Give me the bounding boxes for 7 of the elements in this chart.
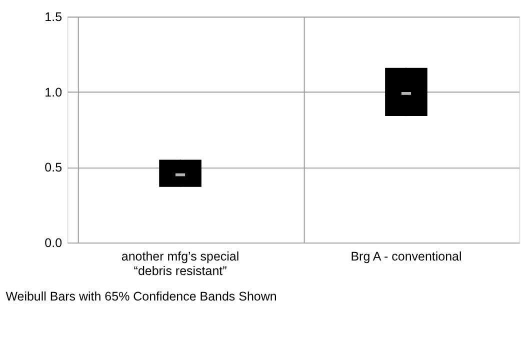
y-tick-label: 1.0 xyxy=(44,85,62,100)
text: Weibull Bars with 65% Confidence Bands Shown xyxy=(6,289,277,304)
y-tick-label: 0.5 xyxy=(44,160,62,175)
x-tick-label: Brg A - conventional xyxy=(350,249,462,264)
y-tick-label: 1.5 xyxy=(44,10,62,24)
x-tick-label: another mfg’s special “debris resistant” xyxy=(121,249,240,278)
y-tick-label: 0.0 xyxy=(44,236,62,250)
